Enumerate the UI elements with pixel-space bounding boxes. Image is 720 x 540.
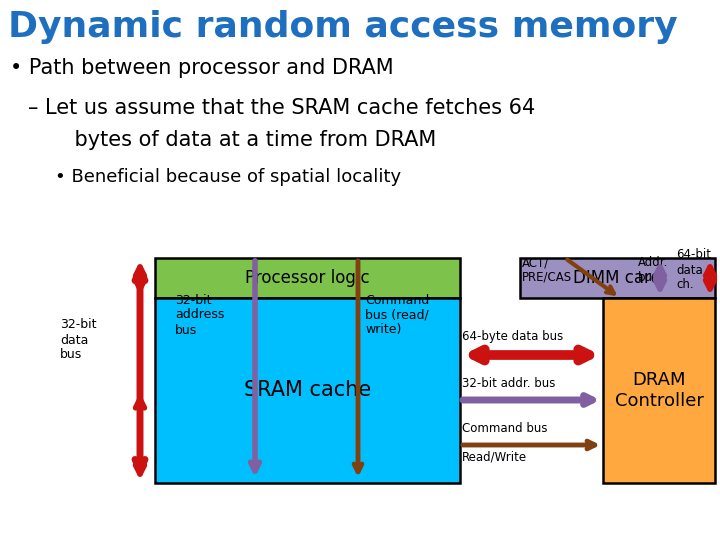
Text: – Let us assume that the SRAM cache fetches 64: – Let us assume that the SRAM cache fetc… <box>28 98 535 118</box>
Text: 64-byte data bus: 64-byte data bus <box>462 330 563 343</box>
Text: Addr.
bus: Addr. bus <box>638 256 668 284</box>
Text: SRAM cache: SRAM cache <box>244 381 371 401</box>
Bar <box>603 298 715 483</box>
Text: • Beneficial because of spatial locality: • Beneficial because of spatial locality <box>55 168 401 186</box>
Text: Processor logic: Processor logic <box>246 269 370 287</box>
Text: 64-bit
data
ch.: 64-bit data ch. <box>676 248 711 292</box>
Text: DRAM
Controller: DRAM Controller <box>615 371 703 410</box>
Text: Command
bus (read/
write): Command bus (read/ write) <box>365 294 429 336</box>
Text: DIMM card: DIMM card <box>573 269 662 287</box>
Text: 32-bit
address
bus: 32-bit address bus <box>175 294 225 336</box>
Bar <box>155 298 460 483</box>
Text: bytes of data at a time from DRAM: bytes of data at a time from DRAM <box>48 130 436 150</box>
Bar <box>155 258 460 298</box>
Text: Command bus: Command bus <box>462 422 547 435</box>
Text: 32-bit addr. bus: 32-bit addr. bus <box>462 377 555 390</box>
Text: Dynamic random access memory: Dynamic random access memory <box>8 10 678 44</box>
Text: 32-bit
data
bus: 32-bit data bus <box>60 319 96 361</box>
Text: • Path between processor and DRAM: • Path between processor and DRAM <box>10 58 394 78</box>
Bar <box>520 258 715 298</box>
Text: Read/Write: Read/Write <box>462 450 527 463</box>
Text: ACT/
PRE/CAS: ACT/ PRE/CAS <box>522 256 572 284</box>
